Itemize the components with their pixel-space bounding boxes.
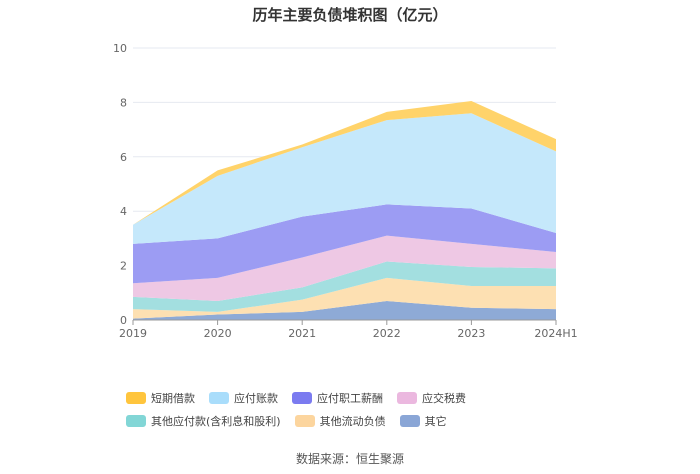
series-area-0 [133, 300, 556, 320]
y-tick-label: 4 [120, 205, 127, 218]
x-tick-label: 2021 [288, 327, 316, 340]
legend-label: 其他流动负债 [319, 415, 386, 428]
y-tick-label: 6 [120, 151, 127, 164]
legend-item[interactable]: 应交税费 [397, 390, 466, 406]
x-tick-label: 2020 [204, 327, 232, 340]
legend-item[interactable]: 应付账款 [209, 390, 278, 406]
legend-swatch [209, 392, 229, 404]
legend-label: 应交税费 [422, 392, 466, 405]
legend-label: 应付账款 [234, 392, 278, 405]
x-tick-label: 2023 [457, 327, 485, 340]
legend: 短期借款 应付账款 应付职工薪酬 应交税费其他应付款(含利息和股利) 其他流动负债 其它 [126, 389, 606, 435]
x-tick-label: 2022 [373, 327, 401, 340]
legend-swatch [126, 415, 146, 427]
x-tick-label: 2019 [119, 327, 147, 340]
series-area-5 [133, 113, 556, 244]
legend-item[interactable]: 其他流动负债 [294, 413, 386, 429]
legend-item[interactable]: 应付职工薪酬 [292, 390, 383, 406]
legend-label: 其它 [424, 415, 447, 428]
legend-swatch [399, 415, 420, 427]
legend-label: 短期借款 [151, 392, 195, 405]
y-tick-label: 2 [120, 260, 127, 273]
legend-label: 应付职工薪酬 [317, 392, 383, 405]
legend-swatch [292, 392, 312, 404]
legend-swatch [397, 392, 417, 404]
y-tick-label: 8 [120, 96, 127, 109]
legend-item[interactable]: 其他应付款(含利息和股利) [126, 413, 281, 429]
x-tick-label: 2024H1 [534, 327, 577, 340]
series-areas [133, 101, 556, 320]
y-tick-label: 10 [113, 42, 127, 55]
data-source: 数据来源：恒生聚源 [295, 452, 404, 466]
series-area-1 [133, 277, 556, 319]
axes: 0 2 4 6 8 10 2019 2020 2021 2022 2023 2024H1 [113, 42, 578, 340]
series-area-4 [133, 204, 556, 284]
y-tick-label: 0 [120, 314, 127, 327]
legend-swatch [126, 392, 146, 404]
chart-title: 历年主要负债堆积图（亿元） [252, 6, 448, 24]
series-area-2 [133, 261, 556, 312]
series-area-3 [133, 235, 556, 301]
legend-label: 其他应付款(含利息和股利) [151, 415, 281, 428]
stacked-area-chart: 0 2 4 6 8 10 2019 2020 2021 2022 2023 2024H1 [113, 42, 578, 340]
legend-item[interactable]: 短期借款 [126, 390, 195, 406]
legend-swatch [294, 415, 315, 427]
legend-item[interactable]: 其它 [399, 413, 447, 429]
